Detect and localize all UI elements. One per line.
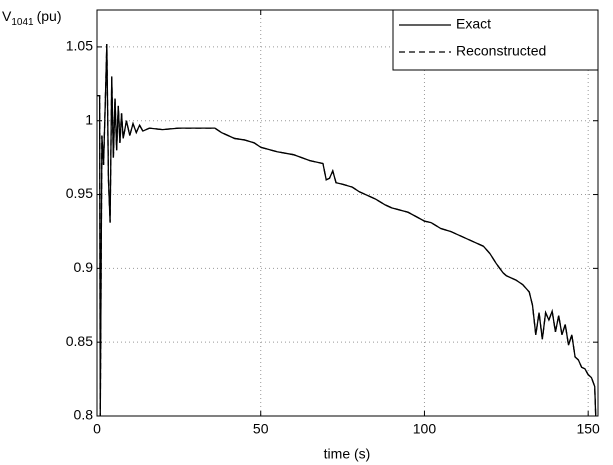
legend-label: Reconstructed bbox=[456, 43, 546, 59]
x-axis-label: time (s) bbox=[324, 446, 371, 462]
legend-box bbox=[392, 9, 599, 71]
y-tick-label: 0.95 bbox=[66, 185, 93, 201]
y-axis-label: V1041 (pu) bbox=[2, 8, 62, 28]
y-label-subscript: 1041 bbox=[11, 17, 34, 28]
x-tick-label: 50 bbox=[253, 421, 269, 437]
y-label-unit: (pu) bbox=[37, 8, 62, 24]
x-tick-label: 100 bbox=[413, 421, 437, 437]
x-tick-label: 0 bbox=[93, 421, 101, 437]
plot-frame bbox=[96, 9, 599, 417]
y-tick-label: 0.8 bbox=[74, 407, 94, 423]
data-line bbox=[97, 43, 597, 417]
y-tick-label: 0.9 bbox=[74, 259, 94, 275]
y-label-base: V bbox=[2, 8, 12, 24]
legend-label: Exact bbox=[456, 16, 491, 32]
y-tick-label: 0.85 bbox=[66, 333, 93, 349]
y-tick-label: 1.05 bbox=[66, 38, 93, 54]
y-tick-label: 1 bbox=[85, 111, 93, 127]
data-line bbox=[97, 43, 597, 417]
x-tick-label: 150 bbox=[576, 421, 600, 437]
legend: Exact Reconstructed bbox=[392, 9, 599, 71]
